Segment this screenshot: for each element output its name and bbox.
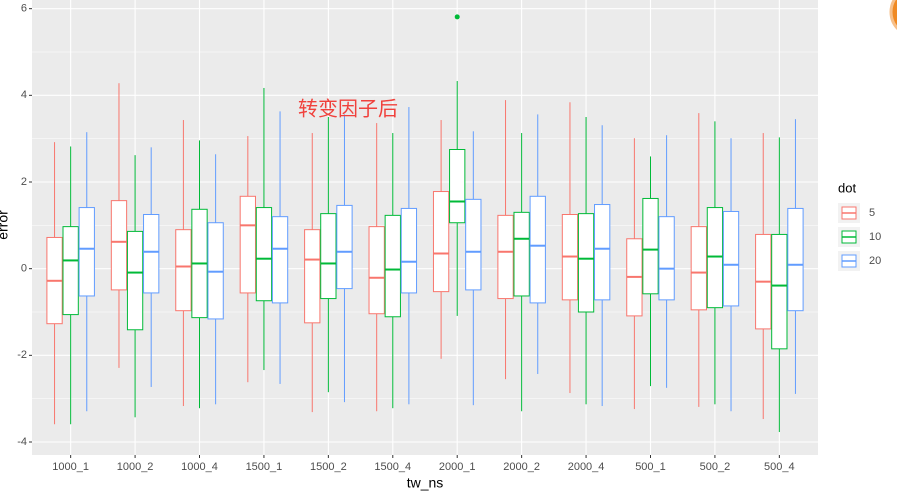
annotation: 转变因子后	[298, 97, 398, 121]
y-tick-label: -4	[17, 436, 27, 448]
outlier	[454, 14, 460, 20]
x-tick-label: 1500_1	[246, 461, 283, 473]
box	[529, 195, 546, 304]
box	[62, 226, 79, 316]
x-tick-label: 2000_1	[439, 461, 476, 473]
box	[271, 216, 289, 304]
panel	[32, 0, 818, 455]
x-tick-label: 1000_2	[117, 461, 154, 473]
box	[400, 207, 418, 294]
y-tick-label: 0	[21, 263, 27, 275]
legend-title: dot	[838, 180, 856, 195]
box	[336, 204, 353, 290]
box	[577, 213, 595, 313]
box	[110, 200, 128, 291]
box	[771, 233, 788, 350]
box	[706, 207, 724, 309]
box	[497, 214, 514, 300]
x-tick-label: 2000_4	[568, 461, 605, 473]
y-tick-label: 4	[21, 89, 27, 101]
box	[787, 207, 804, 312]
x-tick-label: 1000_4	[181, 461, 218, 473]
y-tick-label: 6	[21, 3, 27, 15]
box	[642, 197, 659, 295]
box	[304, 229, 321, 324]
box	[368, 226, 385, 315]
box	[239, 195, 256, 294]
box	[449, 149, 466, 224]
y-axis-title: error	[0, 210, 11, 240]
legend-label: 10	[869, 231, 881, 243]
box	[513, 211, 530, 297]
box	[320, 213, 337, 300]
x-tick-label: 2000_2	[503, 461, 540, 473]
x-tick-label: 500_4	[764, 461, 795, 473]
legend-label: 20	[869, 255, 881, 267]
x-tick-label: 500_2	[700, 461, 731, 473]
x-tick-label: 1500_4	[374, 461, 411, 473]
x-tick-label: 500_1	[635, 461, 666, 473]
box	[432, 191, 450, 293]
box	[175, 229, 192, 312]
y-tick-label: -2	[17, 349, 27, 361]
box	[465, 198, 482, 291]
x-tick-label: 1000_1	[52, 461, 89, 473]
box	[126, 230, 144, 331]
box	[658, 216, 675, 301]
box	[78, 207, 95, 297]
legend-label: 5	[869, 207, 875, 219]
box	[384, 214, 401, 318]
box	[255, 207, 273, 302]
corner-icon[interactable]	[889, 0, 897, 36]
box	[143, 214, 160, 294]
x-axis-title: tw_ns	[407, 475, 444, 491]
box	[722, 210, 740, 307]
box	[690, 226, 707, 311]
box	[594, 204, 611, 301]
y-tick-label: 2	[21, 176, 27, 188]
marks	[46, 14, 804, 433]
x-tick-label: 1500_2	[310, 461, 347, 473]
